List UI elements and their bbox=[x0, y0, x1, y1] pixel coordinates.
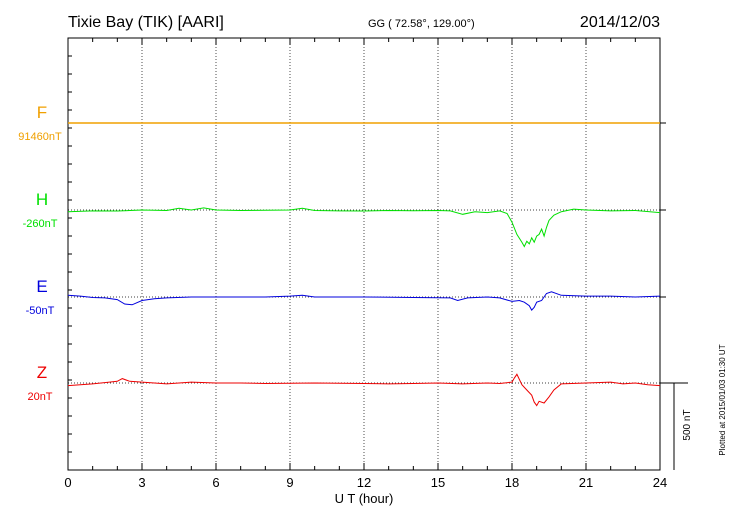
x-tick-label-6: 6 bbox=[212, 475, 219, 490]
series-baseline-F: 91460nT bbox=[18, 131, 62, 143]
coordinates-title: GG ( 72.58°, 129.00°) bbox=[368, 18, 475, 30]
series-baseline-E: -50nT bbox=[26, 305, 55, 317]
vertical-gridlines bbox=[141, 38, 587, 470]
x-tick-label-24: 24 bbox=[653, 475, 667, 490]
x-tick-label-18: 18 bbox=[505, 475, 519, 490]
series-name-H: H bbox=[36, 190, 48, 209]
series-name-E: E bbox=[36, 277, 47, 296]
plotted-note: Plotted at 2015/01/03 01:30 UT bbox=[718, 344, 727, 455]
x-axis-label: U T (hour) bbox=[335, 491, 394, 506]
x-tick-label-3: 3 bbox=[138, 475, 145, 490]
axis-ticks: 0 3 6 9 12 15 18 21 24 bbox=[64, 38, 667, 490]
series-labels: F 91460nT H -260nT E -50nT Z 20nT bbox=[18, 103, 62, 403]
series-baselines bbox=[68, 122, 666, 384]
scale-bar: 500 nT bbox=[660, 382, 693, 470]
scale-bar-label: 500 nT bbox=[682, 409, 693, 440]
series-traces bbox=[67, 122, 661, 407]
date-title: 2014/12/03 bbox=[580, 14, 660, 31]
trace-E bbox=[67, 291, 661, 311]
x-tick-label-12: 12 bbox=[357, 475, 371, 490]
series-baseline-H: -260nT bbox=[23, 218, 58, 230]
trace-H bbox=[67, 207, 661, 248]
series-name-F: F bbox=[37, 103, 47, 122]
series-baseline-Z: 20nT bbox=[27, 391, 52, 403]
x-tick-label-15: 15 bbox=[431, 475, 445, 490]
x-tick-label-0: 0 bbox=[64, 475, 71, 490]
series-name-Z: Z bbox=[37, 363, 47, 382]
x-tick-label-9: 9 bbox=[286, 475, 293, 490]
x-tick-label-21: 21 bbox=[579, 475, 593, 490]
station-title: Tixie Bay (TIK) [AARI] bbox=[68, 14, 224, 31]
trace-Z bbox=[67, 373, 661, 407]
